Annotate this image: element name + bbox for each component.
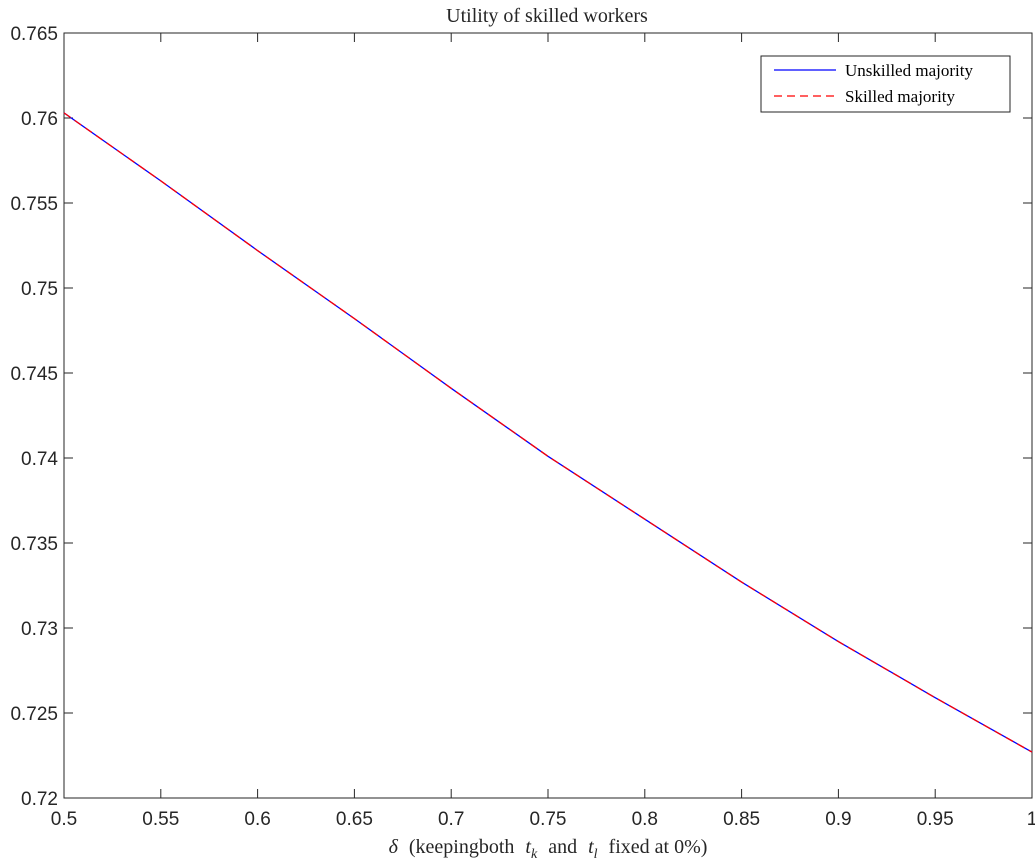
y-tick-label-0-765: 0.765 — [10, 24, 58, 45]
x-tick-label-0-75: 0.75 — [530, 809, 567, 830]
x-tick-label-0-9: 0.9 — [825, 809, 851, 830]
y-tick-label-0-74: 0.74 — [21, 449, 58, 470]
x-axis-label-pre: (keepingboth — [409, 836, 515, 858]
ticks-layer: 0.5 0.55 0.6 0.65 0.7 0.75 0.8 0.85 0.9 0.95 1 0.72… — [10, 24, 1035, 830]
x-axis-label-tk: t — [525, 836, 531, 858]
x-tick-label-0-8: 0.8 — [632, 809, 658, 830]
y-tick-label-0-745: 0.745 — [10, 364, 58, 385]
x-axis-label-tk-subscript: k — [531, 847, 538, 861]
legend-box — [760, 55, 1011, 113]
legend: Unskilled majority Skilled majority — [760, 55, 1011, 113]
y-tick-label-0-755: 0.755 — [10, 194, 58, 215]
x-axis-label-mid: and — [548, 836, 577, 858]
legend-label-skilled-majority: Skilled majority — [845, 87, 956, 106]
x-tick-label-0-85: 0.85 — [723, 809, 760, 830]
chart-title: Utility of skilled workers — [446, 5, 648, 27]
x-axis-label-tl: t — [588, 836, 594, 858]
legend-label-unskilled-majority: Unskilled majority — [845, 61, 973, 80]
x-tick-label-0-6: 0.6 — [244, 809, 270, 830]
x-tick-label-0-95: 0.95 — [917, 809, 954, 830]
x-tick-label-0-55: 0.55 — [142, 809, 179, 830]
y-tick-label-0-76: 0.76 — [21, 109, 58, 130]
x-axis-label-post: fixed at 0%) — [609, 836, 708, 858]
y-tick-label-0-73: 0.73 — [21, 619, 58, 640]
y-tick-label-0-725: 0.725 — [10, 704, 58, 725]
series-layer — [63, 112, 1033, 753]
plot-area — [63, 32, 1033, 799]
x-axis-label-delta: δ — [389, 836, 399, 858]
x-tick-label-0-65: 0.65 — [336, 809, 373, 830]
x-tick-label-1: 1 — [1027, 809, 1035, 830]
x-axis-label-tl-subscript: l — [594, 847, 598, 861]
x-axis-label: δ (keepingboth tk and tl fixed at 0%) — [389, 836, 708, 861]
series-line-skilled-majority — [63, 112, 1033, 753]
y-tick-label-0-735: 0.735 — [10, 534, 58, 555]
x-tick-label-0-5: 0.5 — [51, 809, 77, 830]
y-tick-label-0-75: 0.75 — [21, 279, 58, 300]
y-tick-label-0-72: 0.72 — [21, 789, 58, 810]
x-tick-label-0-7: 0.7 — [438, 809, 464, 830]
